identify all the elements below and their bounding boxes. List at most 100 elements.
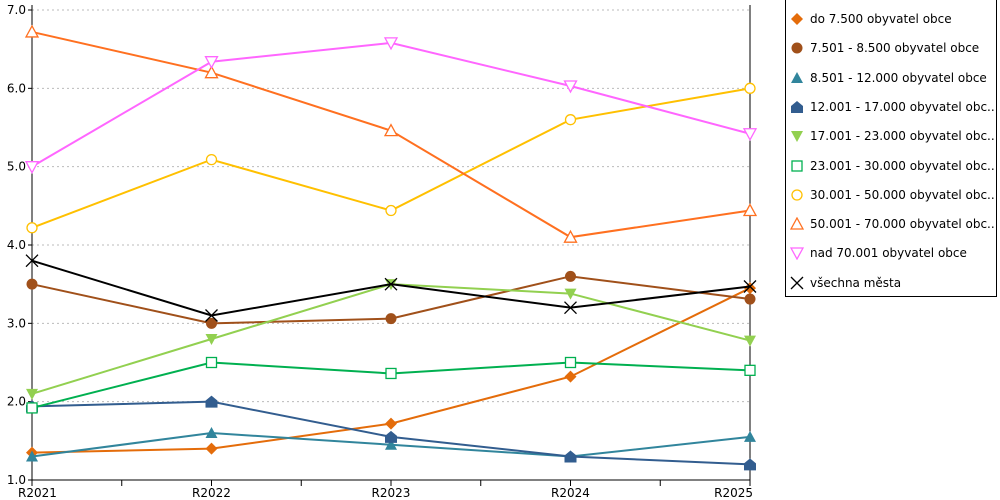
data-point bbox=[744, 430, 756, 442]
triangle-down-marker-icon bbox=[790, 247, 804, 261]
series-7 bbox=[24, 24, 758, 243]
data-point bbox=[25, 254, 39, 268]
series-line bbox=[31, 41, 751, 168]
data-point bbox=[743, 280, 757, 293]
y-tick-label: 6.0 bbox=[7, 81, 26, 95]
data-point bbox=[24, 24, 40, 38]
data-point bbox=[385, 313, 397, 325]
series-6 bbox=[26, 82, 756, 234]
data-point bbox=[744, 282, 756, 295]
data-point bbox=[205, 356, 218, 369]
legend-item: 30.001 - 50.000 obyvatel obc... bbox=[790, 185, 995, 205]
x-tick-label: R2024 bbox=[551, 486, 590, 500]
legend-item: všechna města bbox=[790, 273, 995, 293]
data-point bbox=[26, 388, 38, 400]
legend-item: 23.001 - 30.000 obyvatel obc... bbox=[790, 156, 995, 176]
data-point bbox=[744, 458, 756, 471]
legend-label: do 7.500 obyvatel obce bbox=[810, 12, 952, 26]
data-point bbox=[385, 204, 397, 217]
y-tick-label: 5.0 bbox=[7, 160, 26, 174]
x-marker-icon bbox=[790, 276, 804, 290]
data-point bbox=[26, 450, 38, 462]
triangle-marker-icon bbox=[790, 217, 804, 230]
legend-item: 8.501 - 12.000 obyvatel obce bbox=[790, 68, 995, 88]
data-point bbox=[205, 395, 218, 408]
tick-labels: 1.0 2.0 3.0 4.0 5.0 6.0 7.0 R2021 R2022 R2023 R202… bbox=[7, 3, 753, 500]
data-point bbox=[744, 82, 756, 94]
x-tick-label: R2023 bbox=[372, 486, 411, 500]
diamond-marker-icon bbox=[791, 13, 803, 25]
data-point bbox=[742, 203, 758, 217]
house-marker-icon bbox=[791, 100, 803, 113]
data-point bbox=[205, 427, 218, 438]
series-5 bbox=[26, 356, 756, 414]
series-3 bbox=[26, 395, 756, 471]
legend-item: do 7.500 obyvatel obce bbox=[790, 9, 995, 29]
data-point bbox=[385, 430, 397, 443]
y-tick-label: 3.0 bbox=[7, 316, 26, 330]
data-point bbox=[385, 367, 397, 380]
y-tick-label: 1.0 bbox=[7, 473, 26, 487]
data-point bbox=[204, 56, 219, 70]
triangle-down-marker-icon bbox=[791, 131, 803, 143]
y-tick-label: 2.0 bbox=[7, 395, 26, 409]
legend-item: 50.001 - 70.000 obyvatel obc... bbox=[790, 214, 995, 234]
x-tick-label: R2022 bbox=[192, 486, 231, 500]
data-point bbox=[564, 288, 577, 300]
data-point bbox=[24, 161, 40, 175]
square-marker-icon bbox=[791, 159, 803, 172]
data-point bbox=[205, 309, 218, 322]
data-point bbox=[385, 438, 397, 450]
data-point bbox=[565, 270, 576, 282]
legend-label: 23.001 - 30.000 obyvatel obc... bbox=[810, 158, 995, 173]
legend-label: 50.001 - 70.000 obyvatel obc... bbox=[810, 217, 995, 232]
series-group bbox=[24, 24, 758, 471]
series-1 bbox=[26, 270, 756, 329]
legend-item: 12.001 - 17.000 obyvatel obc... bbox=[790, 97, 995, 117]
data-point bbox=[383, 37, 399, 51]
legend-item: 17.001 - 23.000 obyvatel obc... bbox=[790, 126, 995, 146]
data-point bbox=[26, 222, 38, 234]
data-point bbox=[744, 364, 756, 376]
x-tick-label: R2025 bbox=[714, 486, 753, 500]
series-9 bbox=[25, 254, 757, 322]
data-point bbox=[206, 317, 217, 329]
data-point bbox=[564, 356, 577, 369]
data-point bbox=[564, 301, 577, 315]
y-tick-label: 4.0 bbox=[7, 238, 26, 252]
legend-label: 8.501 - 12.000 obyvatel obce bbox=[810, 70, 987, 85]
data-point bbox=[205, 334, 218, 345]
data-point bbox=[205, 442, 218, 455]
legend-label: 7.501 - 8.500 obyvatel obce bbox=[810, 41, 980, 56]
series-8 bbox=[24, 37, 758, 175]
legend-label: všechna města bbox=[810, 275, 902, 290]
data-point bbox=[564, 450, 577, 463]
x-tick-label: R2021 bbox=[18, 486, 57, 500]
data-point bbox=[385, 417, 397, 430]
data-point bbox=[204, 65, 219, 79]
data-point bbox=[384, 277, 398, 291]
legend-label: 17.001 - 23.000 obyvatel obc... bbox=[810, 129, 995, 144]
data-point bbox=[742, 128, 758, 142]
data-point bbox=[744, 335, 756, 347]
triangle-marker-icon bbox=[791, 71, 803, 83]
legend-label: 30.001 - 50.000 obyvatel obc... bbox=[810, 187, 995, 202]
legend-label: 12.001 - 17.000 obyvatel obc... bbox=[810, 99, 995, 114]
legend-item: 7.501 - 8.500 obyvatel obce bbox=[790, 38, 995, 58]
data-point bbox=[26, 278, 38, 290]
circle-marker-icon bbox=[791, 42, 803, 54]
legend-label: nad 70.001 obyvatel obce bbox=[810, 246, 967, 261]
circle-marker-icon bbox=[791, 189, 803, 201]
legend: do 7.500 obyvatel obce 7.501 - 8.500 obyv… bbox=[785, 0, 997, 297]
data-point bbox=[205, 153, 218, 166]
data-point bbox=[383, 123, 399, 137]
data-point bbox=[563, 80, 578, 94]
data-point bbox=[744, 293, 756, 305]
data-point bbox=[564, 370, 577, 383]
data-point bbox=[26, 402, 38, 414]
legend-item: nad 70.001 obyvatel obce bbox=[790, 243, 995, 263]
series-2 bbox=[26, 427, 756, 462]
y-tick-label: 7.0 bbox=[7, 3, 26, 17]
data-point bbox=[564, 114, 577, 126]
